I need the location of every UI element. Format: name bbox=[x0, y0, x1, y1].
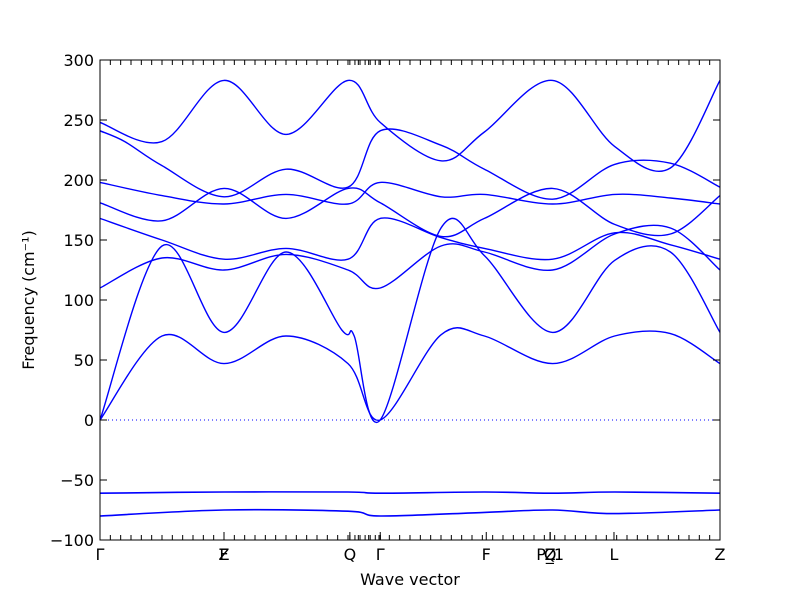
band-line-8 bbox=[99, 327, 721, 421]
band-line-5 bbox=[99, 217, 721, 261]
plot-frame bbox=[99, 59, 721, 541]
band-lines bbox=[99, 79, 721, 517]
band-line-1 bbox=[99, 79, 721, 173]
x-tick-label: Z bbox=[545, 545, 556, 564]
band-line-7 bbox=[99, 217, 721, 424]
x-tick-label: P_1 bbox=[536, 545, 564, 565]
x-tick-label: Z bbox=[219, 545, 230, 564]
band-line-4 bbox=[99, 187, 721, 238]
band-line-10 bbox=[99, 508, 721, 517]
y-tick-label: 150 bbox=[63, 231, 94, 250]
x-tick-label: F bbox=[482, 545, 491, 564]
x-tick-label: Q bbox=[544, 545, 557, 564]
y-tick-label: −100 bbox=[50, 531, 94, 550]
y-tick-label: −50 bbox=[60, 471, 94, 490]
y-tick-label: 300 bbox=[63, 51, 94, 70]
band-line-3 bbox=[99, 181, 721, 205]
band-line-6 bbox=[99, 224, 721, 290]
x-tick-label: F bbox=[219, 545, 228, 564]
y-tick-label: 250 bbox=[63, 111, 94, 130]
y-axis-label: Frequency (cm⁻¹) bbox=[19, 230, 38, 369]
y-tick-label: 0 bbox=[84, 411, 94, 430]
y-axis-ticks: −100 −50 0 50 100 150 200 250 300 bbox=[50, 51, 720, 550]
x-tick-label: Γ bbox=[376, 545, 385, 564]
x-tick-label: Q bbox=[344, 545, 357, 564]
x-axis-label: Wave vector bbox=[360, 570, 460, 589]
x-tick-label: Z bbox=[715, 545, 726, 564]
x-tick-label: Γ bbox=[96, 545, 105, 564]
band-line-9 bbox=[99, 491, 721, 495]
y-tick-label: 100 bbox=[63, 291, 94, 310]
y-tick-label: 50 bbox=[74, 351, 94, 370]
x-tick-label: L bbox=[610, 545, 619, 564]
y-tick-label: 200 bbox=[63, 171, 94, 190]
minor-ticks bbox=[99, 60, 721, 540]
x-axis-ticks: Γ ZF Q Γ F P_1QZ L Z bbox=[96, 532, 726, 565]
band-line-2 bbox=[99, 128, 721, 200]
